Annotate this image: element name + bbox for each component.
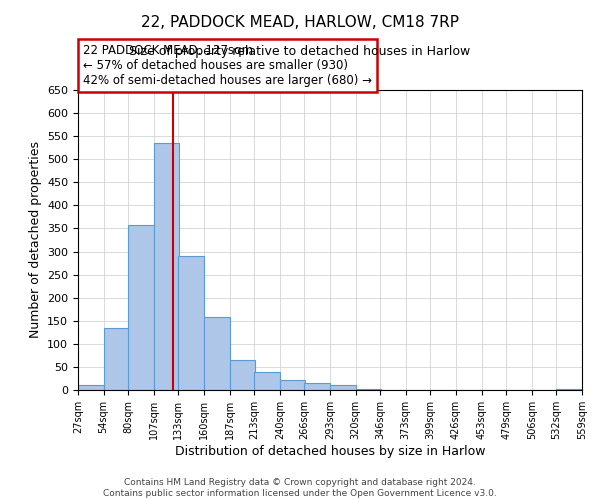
Y-axis label: Number of detached properties: Number of detached properties xyxy=(29,142,41,338)
Text: Size of property relative to detached houses in Harlow: Size of property relative to detached ho… xyxy=(130,45,470,58)
Bar xyxy=(78,386,104,390)
Bar xyxy=(154,143,179,390)
Bar xyxy=(304,383,330,390)
Bar xyxy=(556,389,582,390)
Bar xyxy=(280,380,305,390)
Bar xyxy=(254,372,280,390)
Bar xyxy=(230,360,255,390)
Bar xyxy=(204,317,230,390)
Bar xyxy=(178,256,204,390)
Text: 22, PADDOCK MEAD, HARLOW, CM18 7RP: 22, PADDOCK MEAD, HARLOW, CM18 7RP xyxy=(141,15,459,30)
Bar xyxy=(330,386,356,390)
Bar xyxy=(128,225,154,390)
Text: Contains HM Land Registry data © Crown copyright and database right 2024.
Contai: Contains HM Land Registry data © Crown c… xyxy=(103,478,497,498)
Bar xyxy=(104,328,129,390)
Text: 22 PADDOCK MEAD: 127sqm
← 57% of detached houses are smaller (930)
42% of semi-d: 22 PADDOCK MEAD: 127sqm ← 57% of detache… xyxy=(83,44,372,87)
Bar xyxy=(356,389,381,390)
X-axis label: Distribution of detached houses by size in Harlow: Distribution of detached houses by size … xyxy=(175,444,485,458)
